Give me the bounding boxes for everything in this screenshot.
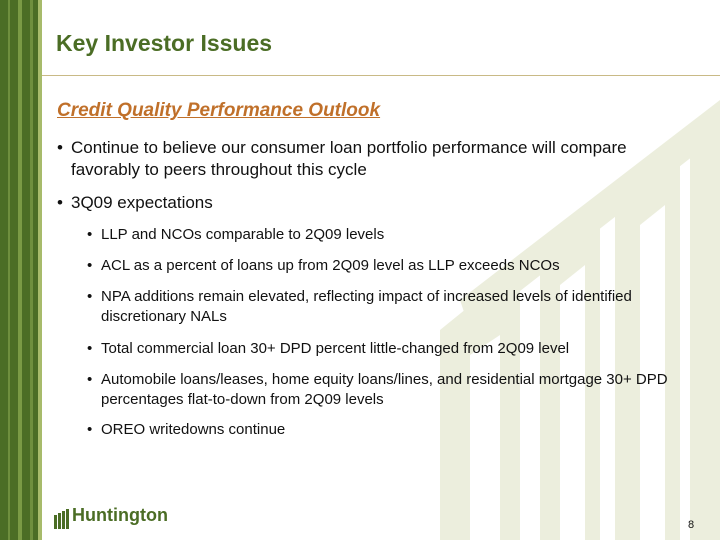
sub-bullet-item: • NPA additions remain elevated, reflect… <box>87 287 687 327</box>
bullet-dot: • <box>57 193 63 212</box>
left-accent-bar <box>0 0 42 540</box>
sub-bullet-item: • Total commercial loan 30+ DPD percent … <box>87 339 687 359</box>
bullet-dot: • <box>87 257 93 274</box>
title-divider <box>42 75 720 76</box>
bullet-text: 3Q09 expectations <box>71 193 213 212</box>
bullet-dot: • <box>87 421 93 438</box>
slide-title: Key Investor Issues <box>56 30 273 56</box>
sub-bullet-text: ACL as a percent of loans up from 2Q09 l… <box>101 257 560 274</box>
bullet-item: • 3Q09 expectations <box>57 192 697 214</box>
sub-bullet-item: • ACL as a percent of loans up from 2Q09… <box>87 256 687 276</box>
page-number: 8 <box>688 519 695 531</box>
section-heading: Credit Quality Performance Outlook <box>57 100 381 121</box>
sub-bullet-text: Total commercial loan 30+ DPD percent li… <box>101 340 570 357</box>
bullet-dot: • <box>87 288 93 305</box>
bullet-dot: • <box>87 226 93 243</box>
huntington-logo-icon <box>54 509 69 529</box>
bullet-item: • Continue to believe our consumer loan … <box>57 137 697 181</box>
sub-bullet-text: Automobile loans/leases, home equity loa… <box>101 371 668 408</box>
sub-bullet-text: NPA additions remain elevated, reflectin… <box>101 288 632 325</box>
bullet-dot: • <box>87 371 93 388</box>
bullet-text: Continue to believe our consumer loan po… <box>71 138 627 179</box>
sub-bullet-item: • LLP and NCOs comparable to 2Q09 levels <box>87 225 687 245</box>
sub-bullet-text: OREO writedowns continue <box>101 421 286 438</box>
company-logo-text: Huntington <box>72 505 168 525</box>
bullet-dot: • <box>87 340 93 357</box>
sub-bullet-text: LLP and NCOs comparable to 2Q09 levels <box>101 226 385 243</box>
bullet-dot: • <box>57 138 63 157</box>
sub-bullet-item: • OREO writedowns continue <box>87 420 687 440</box>
sub-bullet-item: • Automobile loans/leases, home equity l… <box>87 370 687 410</box>
